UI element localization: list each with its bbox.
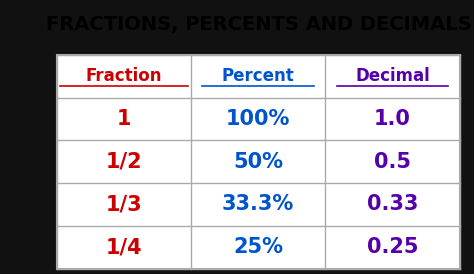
Text: 1.0: 1.0 (374, 109, 411, 129)
Text: 1/4: 1/4 (106, 237, 142, 257)
Text: 100%: 100% (226, 109, 290, 129)
Text: Percent: Percent (222, 67, 294, 85)
Text: Decimal: Decimal (355, 67, 430, 85)
Text: 0.33: 0.33 (367, 195, 418, 214)
Text: 0.5: 0.5 (374, 152, 411, 172)
Text: 25%: 25% (233, 237, 283, 257)
Text: 50%: 50% (233, 152, 283, 172)
Text: 1/3: 1/3 (106, 195, 142, 214)
Text: 33.3%: 33.3% (222, 195, 294, 214)
Bar (57, 55, 460, 269)
Text: 1/2: 1/2 (106, 152, 142, 172)
Text: FRACTIONS, PERCENTS AND DECIMALS: FRACTIONS, PERCENTS AND DECIMALS (46, 15, 471, 34)
Text: Fraction: Fraction (86, 67, 162, 85)
Text: 1: 1 (117, 109, 131, 129)
Text: 0.25: 0.25 (367, 237, 418, 257)
